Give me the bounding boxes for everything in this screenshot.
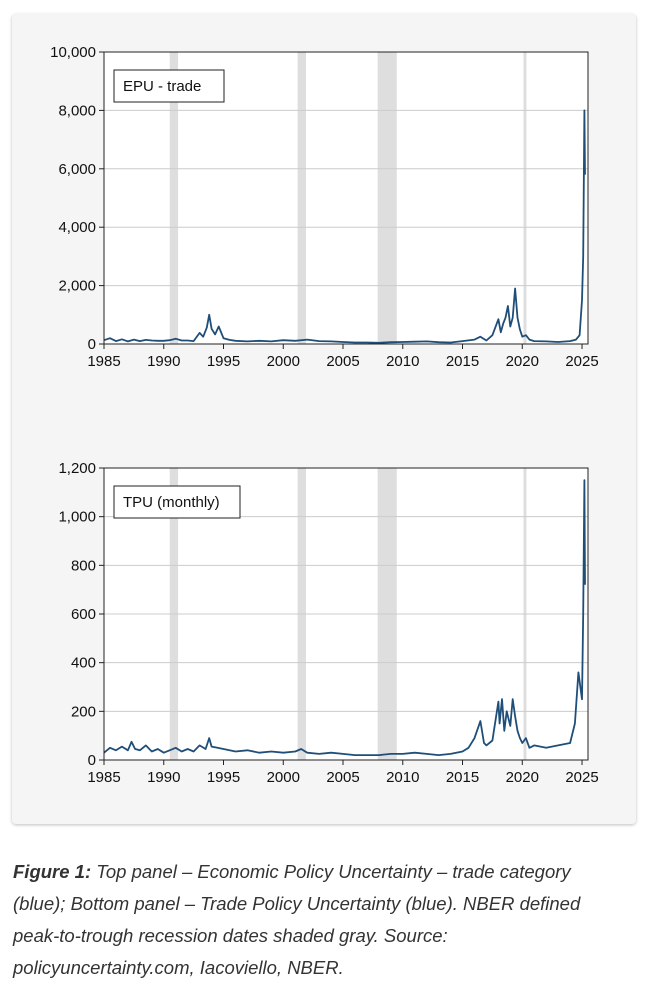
x-tick-label: 2000: [267, 769, 300, 786]
y-tick-label: 4,000: [58, 219, 96, 236]
y-tick-label: 600: [71, 606, 96, 623]
y-tick-label: 800: [71, 557, 96, 574]
x-tick-label: 2015: [446, 353, 479, 370]
x-tick-label: 2000: [267, 353, 300, 370]
figure-svg: 0 2,000 4,000 6,000 8,000 10,000 1985 1990 1995 2…: [50, 44, 599, 786]
x-tick-label: 2020: [506, 769, 539, 786]
y-tick-label: 0: [88, 336, 96, 353]
x-tick-label: 1990: [147, 769, 180, 786]
x-tick-label: 2020: [506, 353, 539, 370]
x-tick-label: 1985: [87, 353, 120, 370]
epu-trade-panel: 0 2,000 4,000 6,000 8,000 10,000 1985 1990 1995 2…: [50, 44, 599, 370]
y-tick-label: 6,000: [58, 161, 96, 178]
x-tick-label: 2010: [386, 769, 419, 786]
x-tick-label: 1995: [207, 769, 240, 786]
x-tick-label: 2010: [386, 353, 419, 370]
figure-card: 0 2,000 4,000 6,000 8,000 10,000 1985 1990 1995 2…: [12, 14, 636, 824]
y-tick-label: 1,000: [58, 509, 96, 526]
series-line: [103, 479, 586, 756]
legend-box: [113, 69, 225, 103]
legend-label: TPU (monthly): [123, 494, 220, 511]
y-tick-label: 200: [71, 703, 96, 720]
y-tick-label: 10,000: [50, 44, 96, 61]
figure-caption: Figure 1: Top panel – Economic Policy Un…: [13, 856, 623, 984]
y-tick-label: 2,000: [58, 278, 96, 295]
caption-text: Top panel – Economic Policy Uncertainty …: [13, 861, 581, 978]
y-tick-label: 0: [88, 752, 96, 769]
tpu-panel: 0 200 400 600 800 1,000 1,200 1985 1990 1995 2000 2…: [58, 460, 598, 786]
y-tick-label: 400: [71, 655, 96, 672]
x-tick-label: 1995: [207, 353, 240, 370]
x-tick-label: 1985: [87, 769, 120, 786]
plot-frame: [103, 467, 589, 761]
recession-band: [523, 52, 527, 344]
x-tick-label: 2025: [565, 769, 598, 786]
series-line: [103, 109, 586, 344]
caption-label: Figure 1:: [13, 861, 92, 882]
recession-band: [297, 52, 306, 344]
y-tick-label: 8,000: [58, 102, 96, 119]
x-tick-label: 2005: [326, 353, 359, 370]
recession-band: [169, 52, 179, 344]
x-tick-label: 2015: [446, 769, 479, 786]
y-tick-label: 1,200: [58, 460, 96, 477]
legend-label: EPU - trade: [123, 78, 201, 95]
x-tick-label: 2025: [565, 353, 598, 370]
plot-frame: [103, 51, 589, 345]
x-tick-label: 1990: [147, 353, 180, 370]
x-tick-label: 2005: [326, 769, 359, 786]
legend-box: [113, 485, 241, 519]
recession-band: [377, 52, 397, 344]
